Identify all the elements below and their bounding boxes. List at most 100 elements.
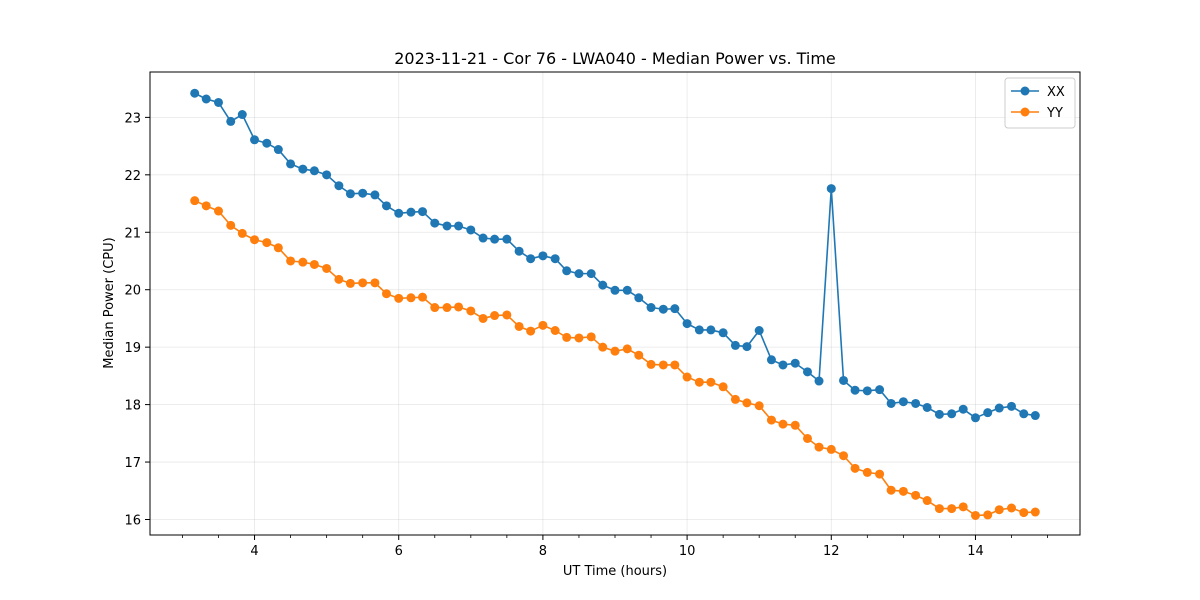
data-point-yy xyxy=(286,256,296,266)
data-point-yy xyxy=(970,510,980,520)
data-point-xx xyxy=(790,358,800,368)
series-line-xx xyxy=(194,92,1036,419)
data-point-xx xyxy=(898,397,908,407)
data-point-yy xyxy=(994,505,1004,515)
data-point-yy xyxy=(670,360,680,370)
data-point-yy xyxy=(1030,507,1040,517)
data-point-xx xyxy=(958,404,968,414)
data-point-xx xyxy=(862,386,872,396)
data-point-yy xyxy=(646,359,656,369)
legend-marker-yy xyxy=(1020,107,1030,117)
grid-lines xyxy=(150,72,1080,535)
data-point-yy xyxy=(934,504,944,514)
data-point-yy xyxy=(586,332,596,342)
data-point-xx xyxy=(802,367,812,377)
data-point-xx xyxy=(442,221,452,231)
data-point-xx xyxy=(526,254,536,264)
data-point-yy xyxy=(213,206,223,216)
data-point-xx xyxy=(370,190,380,200)
data-point-xx xyxy=(706,325,716,335)
series-lines xyxy=(194,92,1036,517)
data-point-xx xyxy=(381,201,391,211)
data-point-yy xyxy=(875,469,885,479)
data-point-yy xyxy=(478,313,488,323)
data-point-yy xyxy=(886,485,896,495)
data-point-yy xyxy=(814,442,824,452)
data-point-yy xyxy=(334,274,344,284)
data-point-yy xyxy=(742,398,752,408)
data-point-yy xyxy=(358,278,368,288)
data-point-xx xyxy=(610,285,620,295)
data-point-yy xyxy=(322,263,332,273)
data-point-xx xyxy=(778,360,788,370)
data-point-xx xyxy=(814,376,824,386)
data-point-yy xyxy=(598,342,608,352)
data-point-yy xyxy=(381,289,391,299)
series-line-yy xyxy=(194,199,1036,517)
y-axis-label: Median Power (CPU) xyxy=(102,237,117,368)
data-point-yy xyxy=(658,360,668,370)
data-point-yy xyxy=(550,326,560,335)
data-point-yy xyxy=(730,394,740,404)
y-axis: 16 17 18 19 20 21 22 23 xyxy=(124,111,150,528)
data-point-yy xyxy=(682,372,692,382)
data-point-xx xyxy=(466,225,476,235)
legend-label-xx: XX xyxy=(1047,85,1065,100)
x-tick-label: 10 xyxy=(679,544,696,559)
data-point-yy xyxy=(394,293,404,303)
data-point-xx xyxy=(634,293,644,303)
data-point-xx xyxy=(718,328,728,338)
y-tick-label: 20 xyxy=(124,284,141,299)
series-points xyxy=(190,88,1040,520)
data-point-yy xyxy=(454,302,464,312)
data-point-yy xyxy=(226,220,236,230)
data-point-xx xyxy=(237,110,247,120)
data-point-xx xyxy=(358,188,368,198)
data-point-xx xyxy=(1019,409,1029,419)
data-point-yy xyxy=(538,320,548,330)
data-point-xx xyxy=(886,398,896,408)
data-point-yy xyxy=(983,510,993,520)
data-point-xx xyxy=(322,170,332,180)
data-point-xx xyxy=(286,159,296,169)
data-point-yy xyxy=(526,326,536,336)
data-point-yy xyxy=(706,377,716,387)
data-point-yy xyxy=(947,504,957,514)
data-point-yy xyxy=(562,332,572,342)
legend-marker-xx xyxy=(1020,86,1030,96)
data-point-yy xyxy=(1019,508,1029,518)
data-point-xx xyxy=(646,303,656,313)
data-point-xx xyxy=(1030,411,1040,421)
data-point-xx xyxy=(670,304,680,314)
data-point-yy xyxy=(418,292,428,302)
data-point-xx xyxy=(406,207,416,217)
y-tick-label: 21 xyxy=(124,226,141,241)
data-point-xx xyxy=(574,269,584,279)
data-point-yy xyxy=(190,196,200,206)
data-point-yy xyxy=(430,303,440,313)
data-point-yy xyxy=(345,278,355,288)
data-point-xx xyxy=(490,234,500,244)
y-tick-label: 18 xyxy=(124,399,141,414)
x-tick-label: 8 xyxy=(539,544,547,559)
chart-title: 2023-11-21 - Cor 76 - LWA040 - Median Po… xyxy=(394,49,836,68)
data-point-yy xyxy=(514,321,524,331)
data-point-yy xyxy=(273,243,283,253)
data-point-xx xyxy=(345,189,355,199)
data-point-xx xyxy=(850,385,860,395)
data-point-xx xyxy=(922,402,932,412)
data-point-xx xyxy=(622,285,632,295)
data-point-yy xyxy=(766,415,776,425)
data-point-xx xyxy=(839,375,849,385)
data-point-xx xyxy=(970,413,980,423)
x-tick-label: 4 xyxy=(250,544,258,559)
data-point-xx xyxy=(454,221,464,231)
data-point-yy xyxy=(201,201,211,211)
x-tick-label: 14 xyxy=(967,544,984,559)
data-point-xx xyxy=(502,234,512,244)
data-point-yy xyxy=(622,344,632,354)
data-point-yy xyxy=(898,486,908,496)
data-point-xx xyxy=(273,145,283,155)
data-point-xx xyxy=(201,94,211,104)
